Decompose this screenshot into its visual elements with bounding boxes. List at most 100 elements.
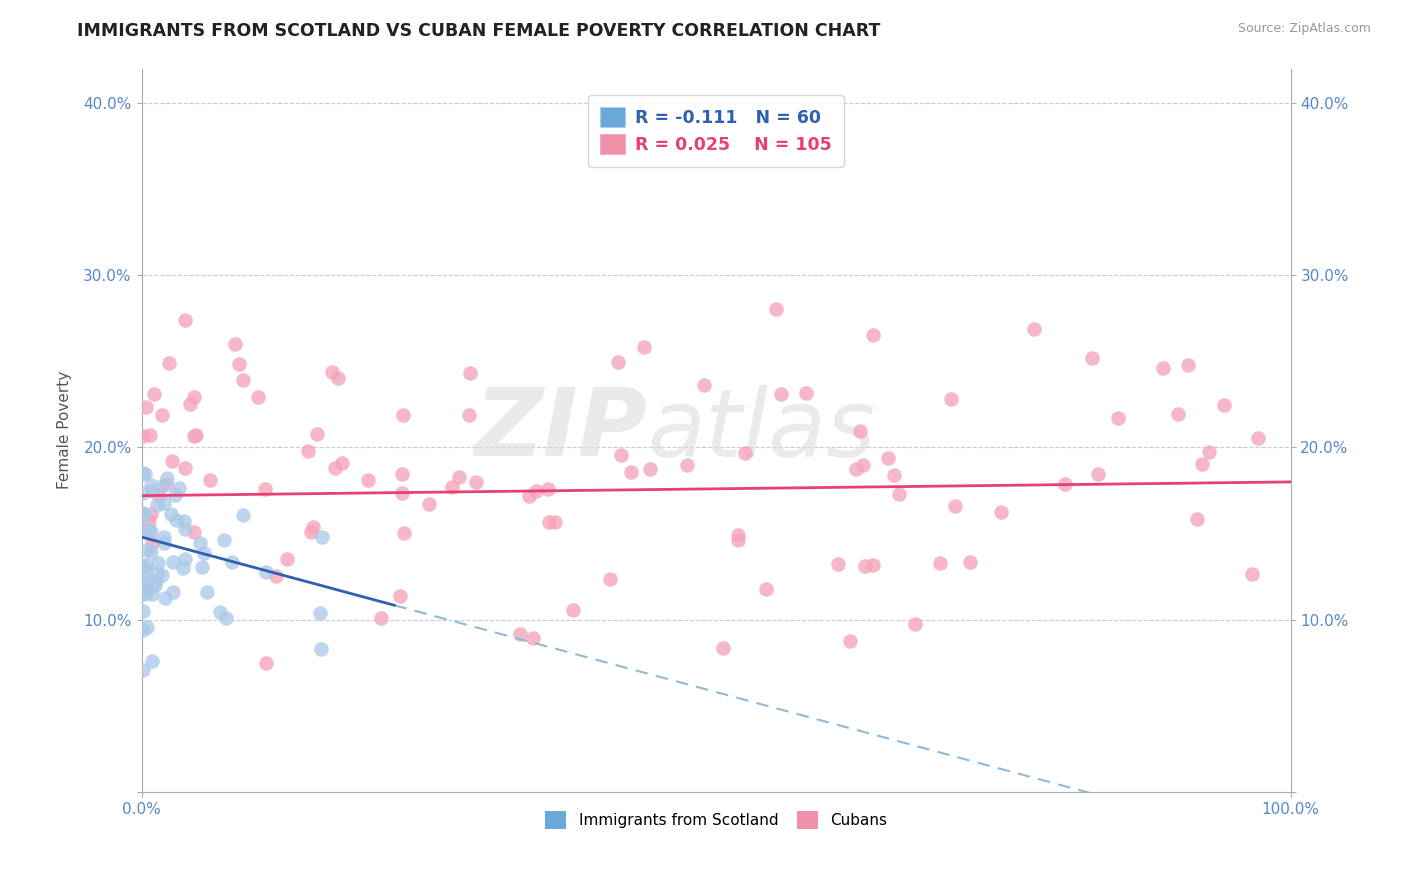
Point <box>465 475 488 490</box>
Point <box>794 386 817 401</box>
Point <box>391 408 413 422</box>
Point <box>135 620 157 634</box>
Point <box>153 591 176 606</box>
Point <box>131 559 153 574</box>
Point <box>299 524 322 539</box>
Point <box>711 640 734 655</box>
Point <box>148 488 170 502</box>
Point <box>1241 566 1264 581</box>
Point <box>254 565 277 579</box>
Point <box>132 524 155 539</box>
Point <box>440 480 463 494</box>
Point <box>131 486 153 500</box>
Point <box>943 500 966 514</box>
Y-axis label: Female Poverty: Female Poverty <box>58 371 72 490</box>
Point <box>173 461 195 475</box>
Point <box>876 450 898 465</box>
Point <box>183 524 205 539</box>
Point <box>537 482 560 496</box>
Point <box>845 462 868 476</box>
Point <box>1107 411 1129 425</box>
Point <box>162 585 184 599</box>
Point <box>392 526 415 541</box>
Point <box>305 426 328 441</box>
Point <box>990 505 1012 519</box>
Point <box>765 302 787 317</box>
Point <box>143 578 166 592</box>
Point <box>562 603 585 617</box>
Point <box>526 484 548 499</box>
Point <box>727 527 749 541</box>
Point <box>132 587 155 601</box>
Point <box>254 482 277 496</box>
Point <box>141 484 163 499</box>
Point <box>328 370 350 384</box>
Point <box>165 513 187 527</box>
Point <box>136 573 159 587</box>
Point <box>1198 444 1220 458</box>
Point <box>221 556 243 570</box>
Point <box>862 328 884 343</box>
Point <box>135 585 157 599</box>
Point <box>391 467 413 482</box>
Point <box>356 473 378 487</box>
Point <box>150 567 173 582</box>
Point <box>139 525 162 540</box>
Point <box>174 551 197 566</box>
Point <box>188 535 211 549</box>
Point <box>606 355 628 369</box>
Point <box>302 520 325 534</box>
Point <box>883 467 905 482</box>
Point <box>131 604 153 618</box>
Point <box>276 551 298 566</box>
Point <box>544 515 567 529</box>
Point <box>183 429 205 443</box>
Point <box>522 632 544 646</box>
Text: IMMIGRANTS FROM SCOTLAND VS CUBAN FEMALE POVERTY CORRELATION CHART: IMMIGRANTS FROM SCOTLAND VS CUBAN FEMALE… <box>77 22 880 40</box>
Point <box>1022 322 1045 336</box>
Point <box>755 582 778 597</box>
Point <box>132 428 155 442</box>
Point <box>138 514 160 528</box>
Point <box>191 560 214 574</box>
Point <box>156 471 179 485</box>
Text: Source: ZipAtlas.com: Source: ZipAtlas.com <box>1237 22 1371 36</box>
Point <box>135 558 157 572</box>
Point <box>160 507 183 521</box>
Point <box>145 574 167 588</box>
Point <box>153 530 176 544</box>
Point <box>214 533 236 548</box>
Point <box>599 572 621 586</box>
Point <box>157 356 180 370</box>
Point <box>853 558 876 573</box>
Point <box>183 390 205 404</box>
Point <box>184 428 207 442</box>
Point <box>727 533 749 548</box>
Point <box>266 569 288 583</box>
Point <box>321 365 343 379</box>
Point <box>173 313 195 327</box>
Point <box>215 610 238 624</box>
Point <box>145 566 167 581</box>
Point <box>160 453 183 467</box>
Point <box>509 627 531 641</box>
Point <box>139 507 162 521</box>
Point <box>827 558 849 572</box>
Point <box>1247 431 1270 445</box>
Point <box>939 392 962 407</box>
Point <box>457 408 479 422</box>
Point <box>132 507 155 521</box>
Point <box>165 488 187 502</box>
Point <box>929 556 952 570</box>
Point <box>449 470 471 484</box>
Point <box>224 337 246 351</box>
Point <box>179 397 201 411</box>
Point <box>309 607 332 621</box>
Point <box>309 641 332 656</box>
Point <box>135 542 157 557</box>
Point <box>141 587 163 601</box>
Point <box>195 585 218 599</box>
Point <box>311 530 333 544</box>
Point <box>904 616 927 631</box>
Point <box>1054 477 1077 491</box>
